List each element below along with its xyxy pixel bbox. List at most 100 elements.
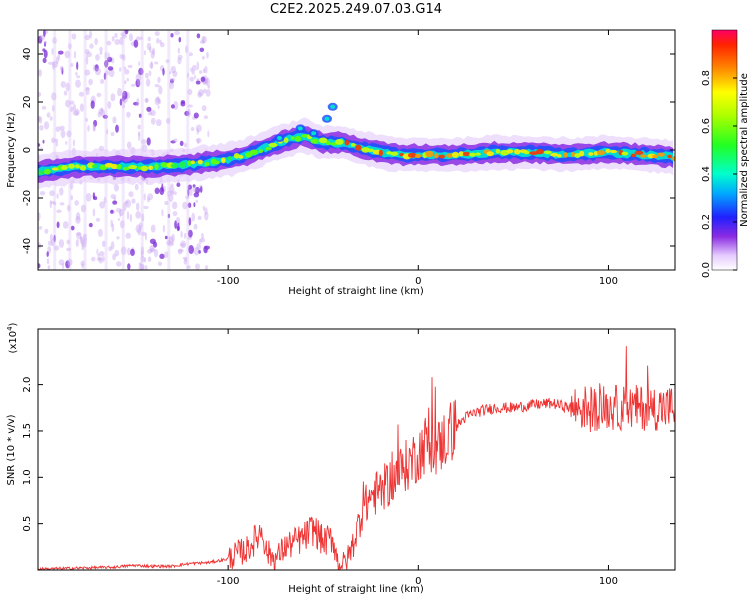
spectrogram-hotspot [536, 149, 544, 155]
spectrogram-noise-blob [75, 212, 81, 221]
spectrogram-hotspot [597, 150, 605, 156]
spectrogram-noise-blob [58, 239, 65, 248]
spectrogram-noise-blob [118, 209, 125, 216]
spectrogram-noise-blob [200, 40, 205, 44]
spectrogram-noise-blob [207, 84, 211, 89]
spectrogram-noise-blob [188, 245, 195, 254]
spectrogram-noise-blob [128, 191, 134, 198]
spectrogram-noise-blob [135, 78, 141, 88]
spectrogram-noise-blob [72, 104, 76, 112]
spectrogram-noise-blob [96, 257, 103, 261]
spectrogram-hotspot [652, 154, 659, 159]
spectrogram-noise-blob [180, 101, 186, 107]
spectrogram-noise-blob [160, 42, 165, 48]
spectrogram-noise-blob [111, 223, 115, 232]
spectrogram-noise-blob [169, 81, 174, 90]
spectrogram-noise-blob [51, 92, 57, 101]
spectrogram-hotspot [609, 149, 618, 154]
spectrogram-noise-blob [110, 194, 117, 199]
spectrogram-noise-blob [104, 51, 108, 60]
spectrogram-noise-blob [80, 260, 86, 267]
spectrogram-hotspot [79, 165, 87, 171]
spectrogram-noise-blob [161, 209, 164, 217]
spectrogram-noise-blob [57, 53, 61, 61]
spectrogram-noise-blob [47, 246, 52, 254]
spectrogram-noise-blob [122, 90, 128, 100]
spectrogram-hotspot [154, 163, 159, 170]
spectrogram-noise-blob [202, 68, 206, 74]
spectrogram-detached-core [277, 136, 282, 140]
spectrogram-noise-blob [119, 212, 122, 217]
spectrogram-noise-blob [76, 232, 82, 240]
spectrogram-noise-blob [49, 233, 53, 242]
spectrogram-noise-blob [172, 201, 178, 210]
spectrogram-noise-blob [152, 47, 155, 56]
spectrogram-noise-blob [202, 80, 208, 85]
spectrogram-noise-blob [81, 263, 84, 269]
spectrogram-noise-blob [80, 239, 85, 247]
spectrogram-hotspot [344, 139, 350, 146]
spectrogram-hotspot [415, 153, 422, 159]
spectrogram-noise-blob [200, 237, 206, 243]
colorbar-tick-label: 0.6 [701, 118, 712, 134]
spectrogram-hotspot [506, 149, 514, 154]
spectrogram-noise-blob [193, 223, 198, 230]
spectrogram-noise-blob [70, 195, 74, 201]
spectrogram-noise-blob [104, 60, 109, 68]
spectrogram-noise-blob [169, 71, 172, 75]
spectrogram-noise-blob [180, 240, 187, 249]
spectrogram-noise-blob [86, 51, 92, 58]
spectrogram-noise-blob [126, 77, 129, 82]
spectrogram-noise-blob [69, 182, 74, 190]
spectrogram-noise-blob [165, 59, 170, 63]
spectrogram-noise-blob [177, 222, 180, 230]
spectrogram-noise-blob [140, 267, 144, 270]
spectrogram-noise-blob [65, 260, 71, 269]
spectrogram-noise-blob [178, 36, 182, 43]
spectrogram-noise-blob [179, 243, 186, 247]
spectrogram-noise-blob [48, 61, 54, 65]
spectrogram-hotspot [116, 164, 122, 170]
spectrogram-hotspot [38, 170, 44, 176]
spectrogram-x-tick-label: -100 [217, 276, 240, 287]
spectrogram-noise-blob [82, 242, 87, 248]
spectrogram-hotspot [469, 152, 476, 157]
spectrogram-noise-blob [196, 128, 199, 135]
spectrogram-noise-blob [103, 72, 107, 81]
spectrogram-noise-blob [162, 224, 166, 233]
spectrogram-hotspot [425, 150, 434, 158]
spectrogram-hotspot [325, 140, 331, 146]
spectrogram-noise-blob [168, 186, 175, 194]
spectrogram-noise-blob [60, 129, 66, 139]
spectrogram-noise-blob [164, 200, 169, 206]
spectrogram-noise-blob [191, 212, 195, 222]
spectrogram-noise-blob [125, 232, 131, 239]
spectrogram-noise-blob [89, 30, 93, 39]
spectrogram-noise-blob [107, 52, 110, 61]
spectrogram-noise-blob [154, 61, 159, 65]
spectrogram-hotspot [361, 147, 371, 153]
spectrogram-noise-blob [53, 245, 60, 251]
spectrogram-noise-blob [105, 70, 110, 76]
snr-x-ticks: -100 0 100 [217, 329, 618, 587]
snr-y-label: SNR (10 * v/v) [6, 414, 17, 485]
spectrogram-noise-blob [124, 80, 127, 85]
spectrogram-noise-blob [143, 50, 147, 55]
spectrogram-noise-blob [188, 52, 193, 57]
spectrogram-noise-blob [194, 186, 201, 194]
spectrogram-noise-blob [74, 108, 80, 116]
spectrogram-hotspot [111, 163, 118, 170]
spectrogram-noise-blob [131, 198, 136, 204]
spectrogram-noise-blob [119, 98, 123, 106]
spectrogram-noise-blob [172, 70, 178, 78]
spectrogram-noise-blob [38, 226, 43, 230]
spectrogram-noise-blob [177, 248, 184, 253]
snr-y-tick-label: 1.0 [22, 469, 33, 485]
spectrogram-noise-blob [49, 116, 53, 121]
spectrogram-noise-blob [51, 48, 54, 55]
spectrogram-noise-blob [161, 183, 164, 192]
spectrogram-noise-blob [137, 227, 142, 236]
spectrogram-noise-blob [202, 36, 205, 45]
spectrogram-noise-blob [46, 251, 49, 257]
